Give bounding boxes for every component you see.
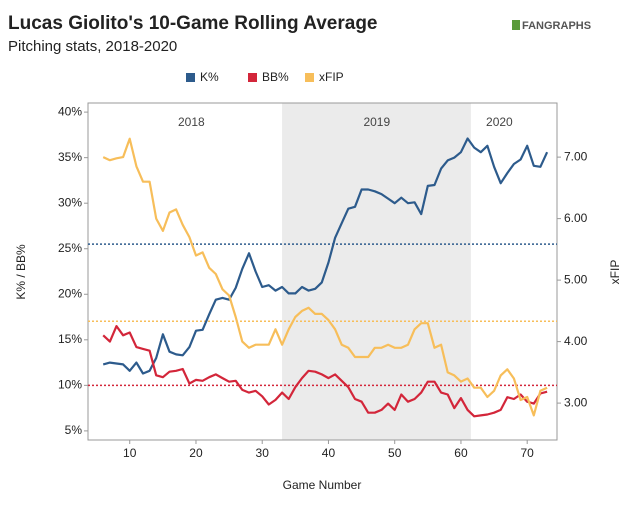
series-line [102,325,548,418]
plot-frame [87,102,558,441]
y-tick-label: 5% [65,423,83,437]
y2-tick-label: 3.00 [564,395,588,409]
legend-swatch [186,73,195,82]
legend-label: K% [200,70,219,84]
y-tick-label: 35% [58,150,82,164]
x-tick-label: 50 [388,446,402,460]
y-tick-label: 40% [58,104,82,118]
y-axis-label: K% / BB% [14,244,28,300]
chart-subtitle: Pitching stats, 2018-2020 [8,38,177,55]
x-tick-label: 60 [454,446,468,460]
series-line [102,137,549,375]
x-axis-label: Game Number [283,478,362,492]
x-tick-label: 40 [322,446,336,460]
legend-swatch [305,73,314,82]
legend-label: xFIP [319,70,344,84]
y-tick-label: 30% [58,195,82,209]
y-tick-label: 15% [58,332,82,346]
legend-swatch [248,73,257,82]
brand: FANGRAPHS [522,20,591,32]
x-tick-label: 10 [123,446,137,460]
y-tick-label: 20% [58,286,82,300]
season-label: 2020 [486,115,513,129]
y2-tick-label: 4.00 [564,334,588,348]
x-tick-label: 70 [521,446,535,460]
shaded-region [282,103,471,440]
y2-axis-label: xFIP [608,260,622,285]
chart-title: Lucas Giolito's 10-Game Rolling Average [8,13,378,34]
legend-label: BB% [262,70,289,84]
season-label: 2018 [178,115,205,129]
y-tick-label: 25% [58,241,82,255]
brand-icon [512,20,520,30]
y-tick-label: 10% [58,378,82,392]
y2-tick-label: 5.00 [564,272,588,286]
series-line [102,137,548,417]
x-tick-label: 30 [256,446,270,460]
x-tick-label: 20 [189,446,203,460]
y2-tick-label: 7.00 [564,149,588,163]
y2-tick-label: 6.00 [564,211,588,225]
season-label: 2019 [363,115,390,129]
